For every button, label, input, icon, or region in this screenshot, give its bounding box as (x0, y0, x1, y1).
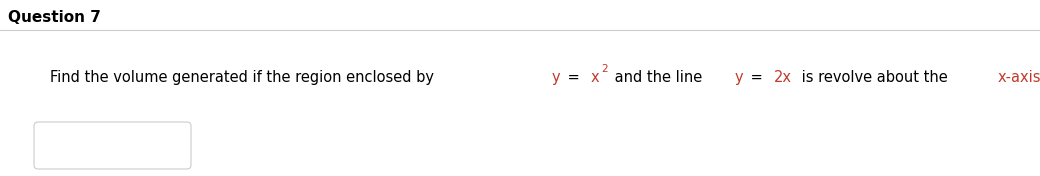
Text: 2: 2 (601, 64, 608, 74)
Text: and the line: and the line (609, 70, 707, 85)
Text: Find the volume generated if the region enclosed by: Find the volume generated if the region … (50, 70, 439, 85)
Text: =: = (563, 70, 583, 85)
FancyBboxPatch shape (34, 122, 191, 169)
Text: Question 7: Question 7 (8, 10, 101, 25)
Text: is revolve about the: is revolve about the (797, 70, 953, 85)
Text: =: = (746, 70, 768, 85)
Text: 2x: 2x (774, 70, 791, 85)
Text: y: y (551, 70, 561, 85)
Text: x-axis: x-axis (997, 70, 1040, 85)
Text: y: y (735, 70, 744, 85)
Text: x: x (590, 70, 599, 85)
